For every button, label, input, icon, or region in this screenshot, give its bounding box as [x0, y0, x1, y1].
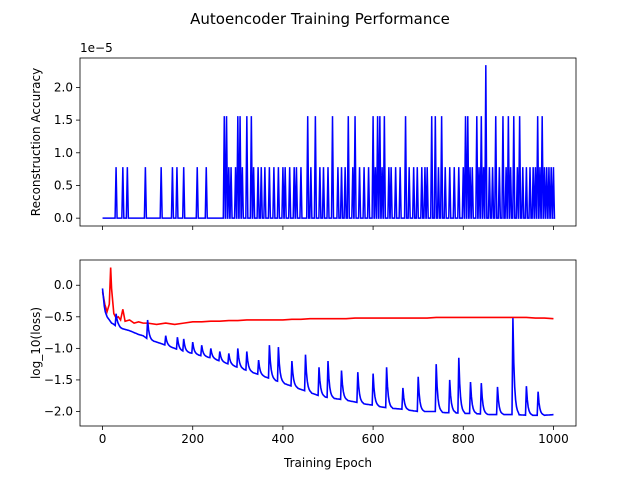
y-tick-label: 0.0 — [54, 211, 73, 225]
x-tick-label: 0 — [99, 432, 107, 446]
y-tick-label: 0.5 — [54, 178, 73, 192]
y-axis-label-accuracy: Reconstruction Accuracy — [29, 68, 43, 216]
loss-line-blue — [101, 288, 554, 417]
x-axis-label: Training Epoch — [283, 456, 372, 470]
loss-plot-frame — [79, 259, 577, 427]
loss-ticks: 0 200 400 600 800 1000 0.0 −0.5 −1.0 −1.5 −2.0 — [44, 278, 569, 446]
y-offset-label: 1e−5 — [80, 41, 113, 55]
y-tick-label: 1.5 — [54, 113, 73, 127]
y-tick-label: −1.0 — [44, 341, 73, 355]
x-tick-label: 1000 — [538, 432, 569, 446]
y-tick-label: 0.0 — [54, 278, 73, 292]
loss-axes: log_10(loss) Training Epoch 0 200 400 600 80… — [29, 259, 577, 470]
y-tick-label: 2.0 — [54, 80, 73, 94]
loss-series — [101, 267, 554, 417]
accuracy-plot-frame — [79, 57, 577, 227]
accuracy-ticks: 0.0 0.5 1.0 1.5 2.0 — [54, 80, 554, 230]
x-tick-label: 400 — [271, 432, 294, 446]
accuracy-line — [102, 65, 556, 219]
x-tick-label: 800 — [452, 432, 475, 446]
loss-line-red — [101, 267, 554, 326]
accuracy-series — [102, 65, 556, 219]
y-tick-label: −0.5 — [44, 310, 73, 324]
y-tick-label: 1.0 — [54, 146, 73, 160]
chart-title: Autoencoder Training Performance — [190, 10, 450, 28]
y-tick-label: −2.0 — [44, 404, 73, 418]
accuracy-axes: 1e−5 Reconstruction Accuracy 0.0 0.5 1.0 1.… — [29, 41, 577, 230]
x-tick-label: 200 — [181, 432, 204, 446]
y-tick-label: −1.5 — [44, 373, 73, 387]
x-tick-label: 600 — [362, 432, 385, 446]
y-axis-label-loss: log_10(loss) — [29, 307, 43, 379]
